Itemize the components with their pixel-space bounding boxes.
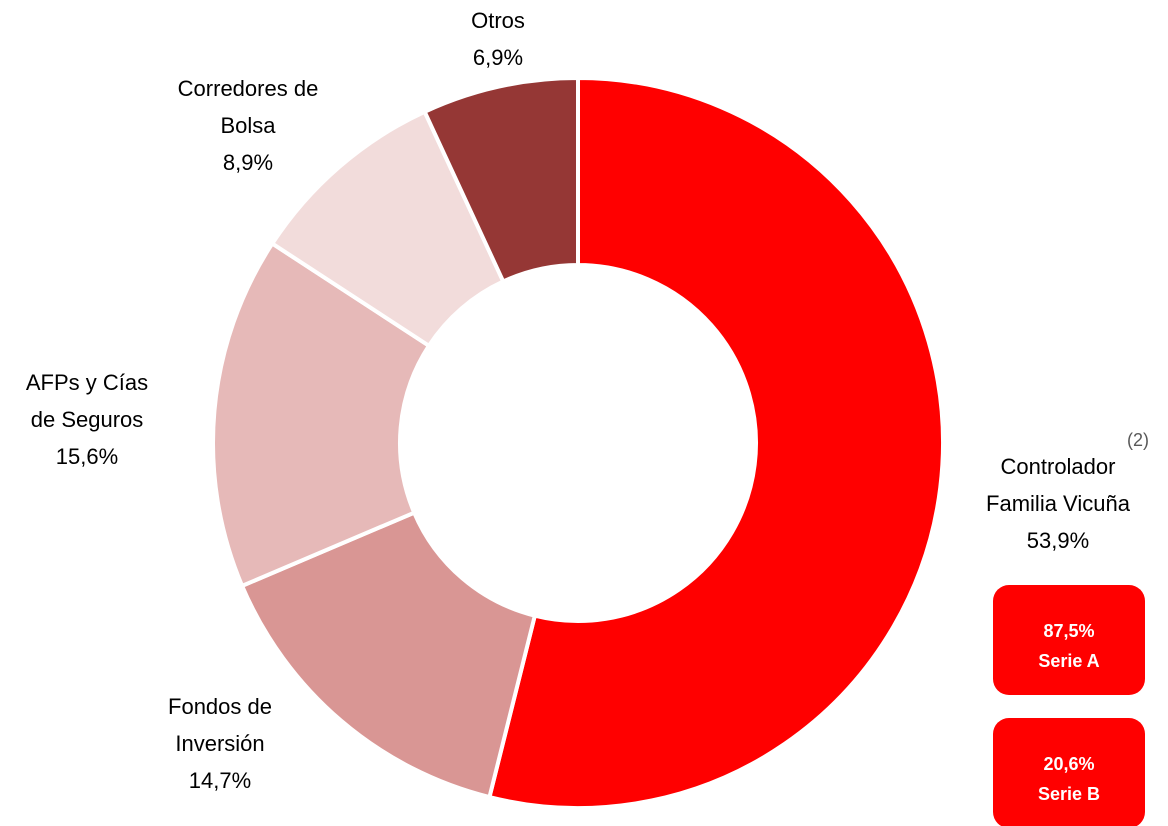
slice-label: Fondos de Inversión [168,694,272,756]
donut-slice [487,75,945,810]
callout-name: Serie A [1038,651,1099,671]
callout-name: Serie B [1038,784,1100,804]
callout-box [993,718,1145,826]
callout-value: 87,5% [1043,621,1094,641]
slice-label: AFPs y Cías de Seguros [26,370,148,432]
value-label: 6,9% [473,45,523,70]
slice-label: Otros [471,8,525,33]
value-label: 53,9% [1027,528,1089,553]
donut-slice [239,510,538,800]
slice-label: Corredores de Bolsa [178,76,319,138]
value-label: 14,7% [189,768,251,793]
slice-label: Controlador Familia Vicuña [986,454,1131,516]
callout-box [993,585,1145,695]
value-label: 15,6% [56,444,118,469]
value-label: 8,9% [223,150,273,175]
callout-value: 20,6% [1043,754,1094,774]
donut-slice [211,240,432,589]
annotation: (2) [1127,430,1149,450]
donut-slice [422,75,580,285]
